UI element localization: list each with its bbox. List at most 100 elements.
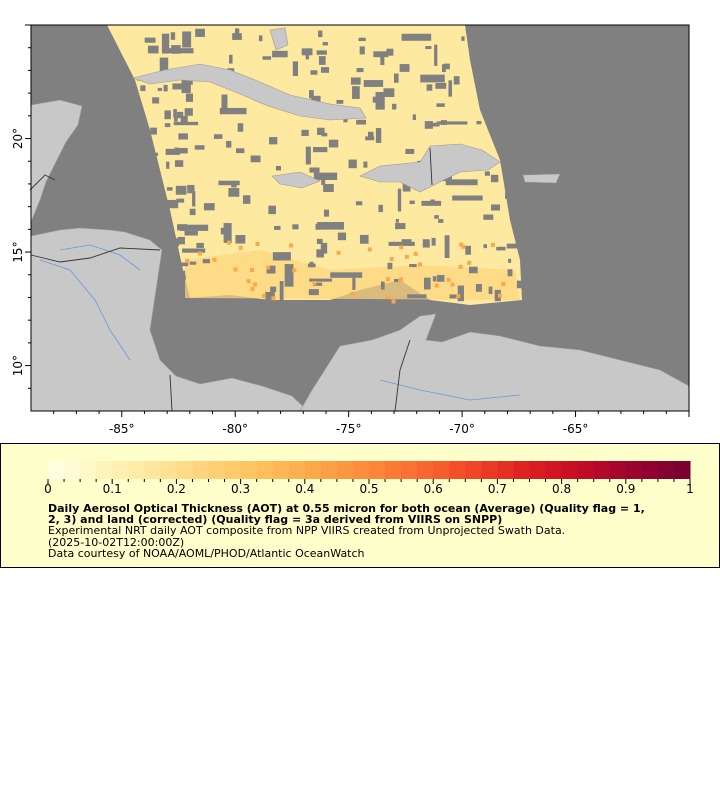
no-data-patch <box>140 85 146 92</box>
no-data-patch <box>409 264 417 268</box>
no-data-patch <box>220 227 227 235</box>
no-data-patch <box>189 261 197 265</box>
no-data-patch <box>395 218 399 223</box>
x-tick-label: -85° <box>109 422 135 436</box>
no-data-patch <box>380 281 385 290</box>
colorbar-cell <box>449 461 466 479</box>
no-data-patch <box>457 285 464 302</box>
no-data-patch <box>213 134 223 139</box>
no-data-patch <box>309 167 320 173</box>
colorbar-cell <box>433 461 450 479</box>
colorbar-cell <box>369 461 386 479</box>
no-data-patch <box>184 108 193 116</box>
no-data-patch <box>519 87 526 109</box>
colorbar-cell <box>657 461 675 479</box>
no-data-patch <box>328 139 339 148</box>
no-data-patch <box>380 56 385 66</box>
legend-time: (2025-10-02T12:00:00Z) <box>48 536 185 549</box>
high-aot-pixel <box>446 277 451 282</box>
no-data-patch <box>434 44 438 66</box>
no-data-patch <box>348 159 357 169</box>
no-data-patch <box>268 205 276 215</box>
no-data-patch <box>311 95 321 103</box>
no-data-patch <box>337 232 347 241</box>
no-data-patch <box>177 236 185 245</box>
no-data-patch <box>275 165 282 171</box>
no-data-patch <box>476 121 482 125</box>
no-data-patch <box>393 73 399 83</box>
no-data-patch <box>318 56 326 65</box>
no-data-patch <box>359 234 369 244</box>
high-aot-pixel <box>367 247 372 252</box>
no-data-patch <box>507 269 513 277</box>
high-aot-pixel <box>292 268 297 273</box>
colorbar-tick-label: 0.6 <box>424 482 443 496</box>
colorbar-cell <box>208 461 226 479</box>
no-data-patch <box>313 282 323 286</box>
no-data-patch <box>437 274 445 282</box>
country-borders <box>29 147 433 412</box>
legend-panel: 0 0.1 0.2 0.3 0.4 0.5 0.6 0.7 0.8 0.9 1 Daily Aero… <box>0 443 720 568</box>
no-data-patch <box>173 109 177 118</box>
no-data-patch <box>490 174 499 183</box>
no-data-patch <box>383 88 395 98</box>
colorbar-cell <box>673 461 691 479</box>
no-data-patch <box>323 184 334 193</box>
colorbar-cell <box>529 461 547 479</box>
no-data-patch <box>243 195 251 204</box>
no-data-patch <box>375 91 385 110</box>
no-data-patch <box>399 64 410 72</box>
no-data-patch <box>505 192 511 199</box>
no-data-patch <box>343 117 348 123</box>
colorbar-cell <box>641 461 659 479</box>
no-data-patch <box>179 224 209 231</box>
no-data-patch <box>178 275 186 281</box>
no-data-patch <box>516 280 524 289</box>
no-data-patch <box>511 127 521 134</box>
no-data-patch <box>500 28 507 37</box>
high-aot-pixel <box>350 291 355 296</box>
high-aot-pixel <box>391 299 396 304</box>
no-data-patch <box>184 230 198 236</box>
no-data-patch <box>203 203 215 211</box>
no-data-patch <box>150 127 157 135</box>
no-data-patch <box>310 70 318 75</box>
no-data-patch <box>279 281 284 303</box>
no-data-patch <box>441 64 446 73</box>
colorbar-tick-label: 0.3 <box>231 482 250 496</box>
x-tick-label: -75° <box>336 422 362 436</box>
no-data-patch <box>514 203 523 211</box>
no-data-patch <box>170 32 176 40</box>
no-data-patch <box>405 148 415 154</box>
no-data-patch <box>144 200 149 205</box>
no-data-patch <box>392 103 397 110</box>
no-data-patch <box>308 289 319 296</box>
no-data-patch <box>504 166 508 172</box>
no-data-patch <box>330 272 363 278</box>
no-data-patch <box>465 245 471 255</box>
no-data-patch <box>189 208 196 216</box>
no-data-patch <box>431 237 436 246</box>
colorbar-cell <box>272 461 290 479</box>
no-data-patch <box>169 263 175 269</box>
no-data-patch <box>160 265 169 271</box>
no-data-patch <box>401 239 412 245</box>
high-aot-pixel <box>461 244 466 249</box>
no-data-patch <box>412 114 416 121</box>
no-data-patch <box>363 80 384 87</box>
no-data-patch <box>164 110 171 120</box>
no-data-patch <box>218 180 240 186</box>
no-data-patch <box>272 252 291 261</box>
no-data-patch <box>223 223 232 243</box>
no-data-patch <box>484 171 490 176</box>
no-data-patch <box>407 294 427 299</box>
colorbar-cell <box>465 461 482 479</box>
no-data-patch <box>177 147 188 154</box>
colorbar-cell <box>112 461 129 479</box>
no-data-patch <box>195 28 205 37</box>
no-data-patch <box>316 238 323 245</box>
no-data-patch <box>393 278 399 283</box>
no-data-patch <box>235 234 246 244</box>
high-aot-pixel <box>250 286 255 291</box>
colorbar-cell <box>352 461 370 479</box>
